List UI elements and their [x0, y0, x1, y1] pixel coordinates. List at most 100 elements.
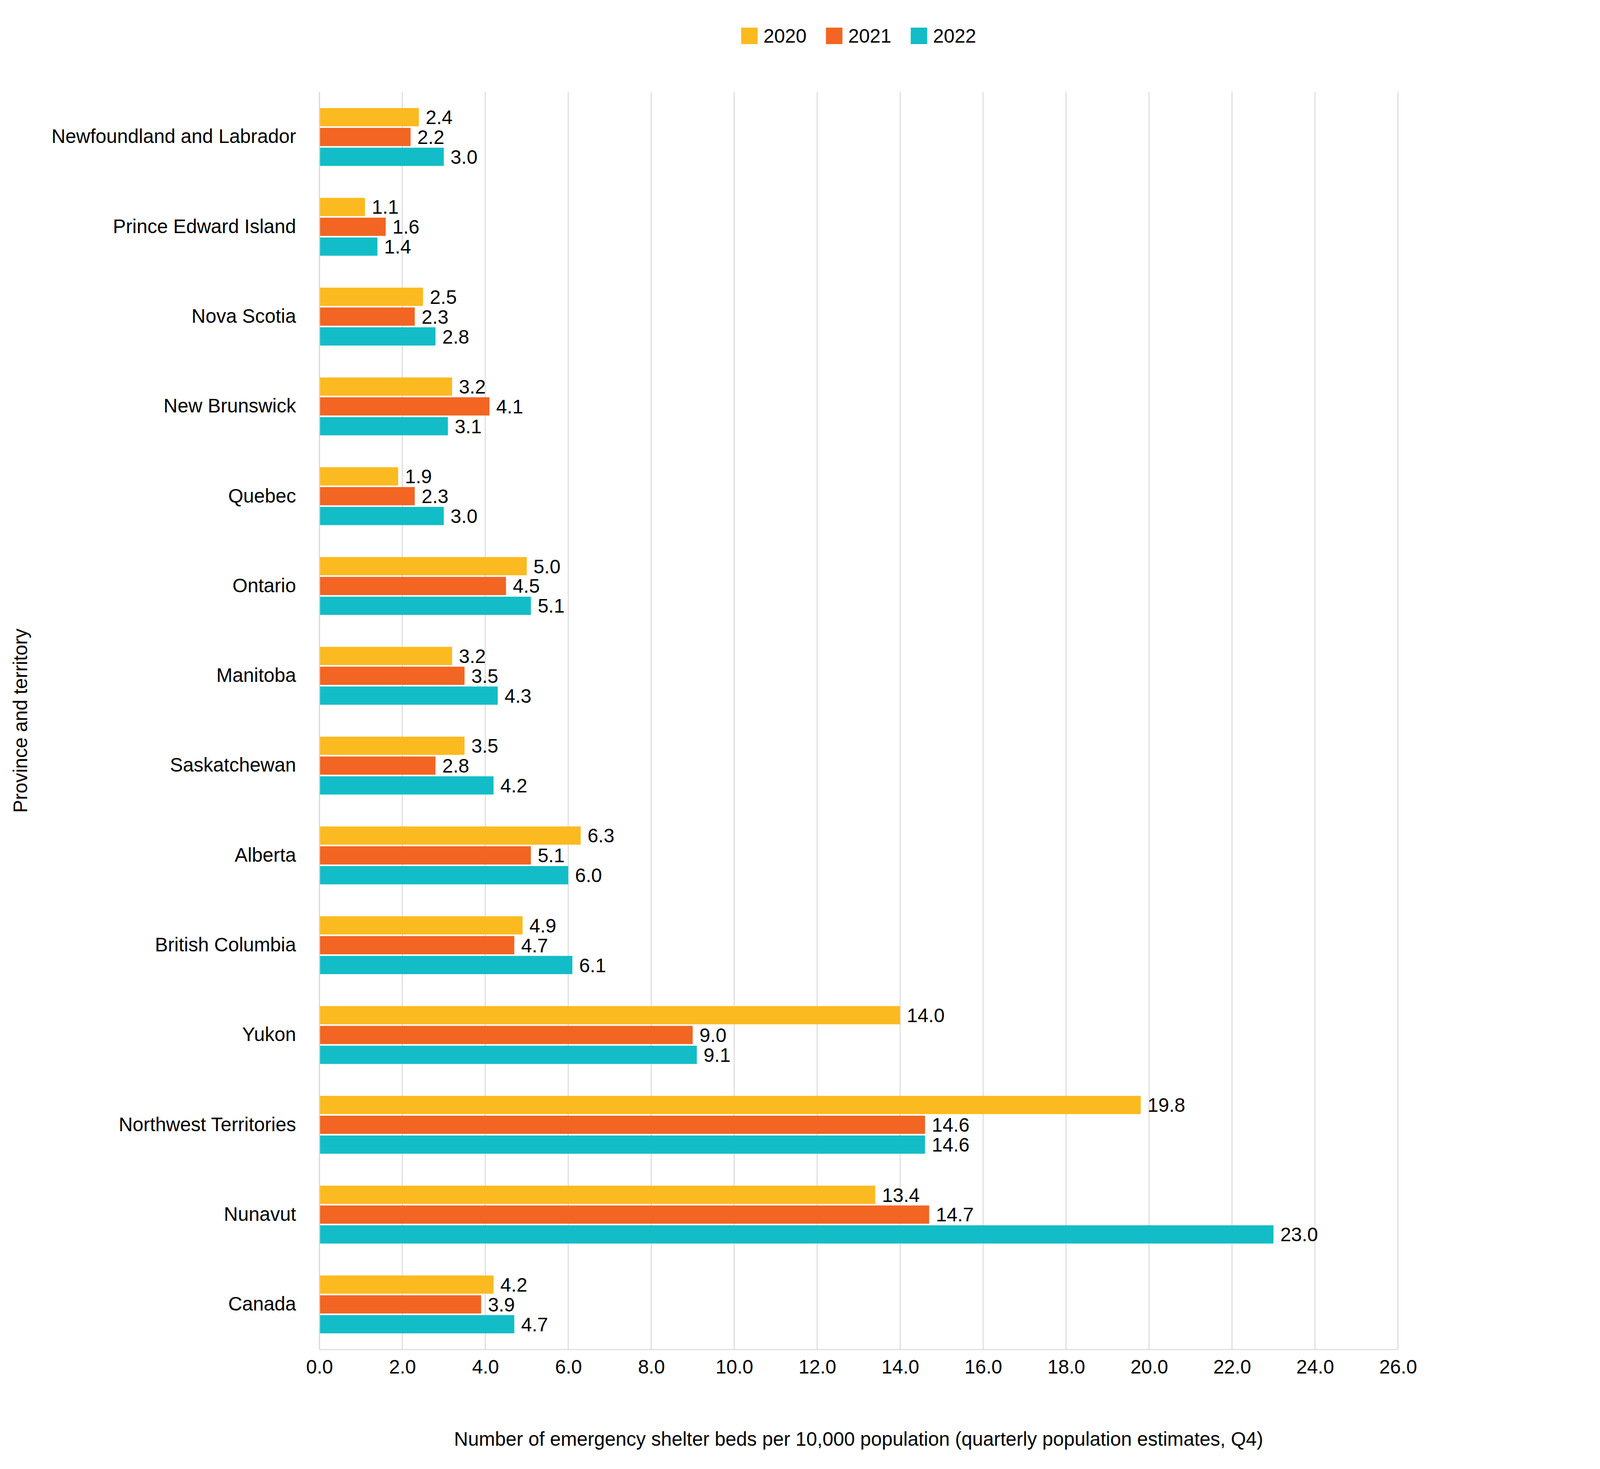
legend-label: 2021 [848, 25, 892, 47]
bar [319, 666, 465, 686]
legend-swatch [741, 27, 758, 45]
plot: 2.41.12.53.21.95.03.23.56.34.914.019.813… [51, 92, 1417, 1378]
data-label: 5.0 [533, 555, 561, 578]
x-tick-label: 24.0 [1296, 1355, 1334, 1378]
grid-line [982, 92, 984, 1350]
bar [319, 307, 415, 326]
grid-line [401, 92, 403, 1350]
bars [319, 108, 1274, 1334]
x-tick-label: 20.0 [1130, 1355, 1169, 1378]
bar [319, 686, 498, 705]
bar [319, 1185, 876, 1204]
x-tick: 0.0 [306, 1349, 334, 1378]
x-tick: 6.0 [554, 1349, 582, 1378]
bar [319, 108, 419, 127]
data-label: 2.2 [417, 126, 445, 148]
data-label: 2.8 [442, 326, 470, 348]
y-axis-title: Province and territory [9, 628, 32, 813]
legend-item: 2022 [910, 25, 976, 47]
bar [319, 846, 532, 865]
data-label: 9.0 [699, 1024, 727, 1046]
grid-line [1231, 92, 1233, 1350]
bar [319, 865, 569, 885]
bar [319, 756, 436, 775]
y-tick: Yukon [242, 1023, 320, 1045]
series-bars [319, 108, 1141, 1294]
y-tick-label: Yukon [242, 1023, 297, 1045]
grid [319, 92, 1398, 1350]
y-tick-label: Saskatchewan [170, 753, 297, 776]
bar [319, 1025, 693, 1045]
x-tick: 26.0 [1379, 1349, 1418, 1378]
bar [319, 127, 411, 147]
chart: 2.41.12.53.21.95.03.23.56.34.914.019.813… [0, 0, 1600, 1469]
y-axis: Newfoundland and LabradorPrince Edward I… [51, 92, 320, 1350]
data-label: 5.1 [537, 844, 565, 866]
data-label: 2.4 [425, 106, 453, 128]
y-tick-label: Northwest Territories [118, 1113, 297, 1135]
y-tick-label: British Columbia [155, 933, 297, 956]
y-tick: Newfoundland and Labrador [51, 125, 320, 147]
legend-item: 2020 [741, 25, 807, 47]
x-tick-label: 26.0 [1379, 1355, 1418, 1378]
bar [319, 486, 415, 506]
x-axis-line [319, 1349, 1399, 1350]
data-label: 3.0 [450, 146, 478, 168]
bar [319, 197, 365, 217]
bar [319, 776, 494, 795]
x-tick: 14.0 [881, 1349, 920, 1378]
legend-item: 2021 [826, 25, 892, 47]
x-tick: 18.0 [1047, 1349, 1086, 1378]
grid-line [650, 92, 652, 1350]
y-tick: Alberta [234, 844, 320, 866]
bar [319, 1275, 494, 1294]
x-tick: 16.0 [964, 1349, 1003, 1378]
data-label: 3.9 [487, 1293, 516, 1316]
x-tick: 10.0 [715, 1349, 754, 1378]
x-tick: 22.0 [1213, 1349, 1252, 1378]
data-label: 4.1 [496, 395, 524, 418]
data-label: 3.5 [471, 665, 499, 687]
data-label: 13.4 [881, 1184, 920, 1206]
data-label: 14.6 [931, 1133, 970, 1156]
data-labels: 2.41.12.53.21.95.03.23.56.34.914.019.813… [371, 106, 1318, 1335]
x-tick: 8.0 [638, 1349, 666, 1378]
y-tick-label: Ontario [232, 574, 297, 597]
data-label: 4.3 [504, 685, 532, 707]
y-tick: New Brunswick [163, 394, 320, 417]
x-tick-label: 18.0 [1047, 1355, 1086, 1378]
grid-line [899, 92, 901, 1350]
data-label: 3.0 [450, 505, 478, 527]
x-tick-label: 0.0 [306, 1355, 334, 1378]
y-tick-label: Nunavut [223, 1203, 297, 1225]
y-tick-label: Canada [228, 1292, 297, 1315]
x-tick-label: 8.0 [638, 1355, 666, 1378]
y-tick-label: Alberta [234, 844, 297, 866]
y-tick-label: Manitoba [216, 664, 297, 686]
x-tick-label: 6.0 [554, 1355, 582, 1378]
data-label: 6.3 [587, 824, 615, 847]
x-tick-label: 10.0 [715, 1355, 754, 1378]
legend-label: 2022 [932, 25, 976, 47]
data-label: 1.6 [392, 216, 420, 238]
data-label: 1.1 [371, 196, 399, 218]
y-tick-label: Nova Scotia [191, 305, 297, 327]
bar [319, 397, 490, 416]
grid-line [1148, 92, 1150, 1350]
y-axis-line [319, 92, 321, 1350]
bar [319, 1115, 926, 1134]
legend-swatch [826, 27, 843, 45]
data-label: 23.0 [1280, 1223, 1318, 1245]
grid-line [1065, 92, 1067, 1350]
x-tick: 20.0 [1130, 1349, 1169, 1378]
data-label: 3.1 [454, 415, 482, 438]
bar [319, 147, 444, 167]
bar [319, 935, 515, 955]
data-label: 19.8 [1147, 1094, 1186, 1116]
data-label: 3.5 [471, 735, 499, 757]
series-bars [319, 127, 930, 1314]
x-axis-title: Number of emergency shelter beds per 10,… [454, 1427, 1264, 1450]
grid-line [1397, 92, 1399, 1350]
bar [319, 237, 378, 256]
bar [319, 596, 532, 615]
